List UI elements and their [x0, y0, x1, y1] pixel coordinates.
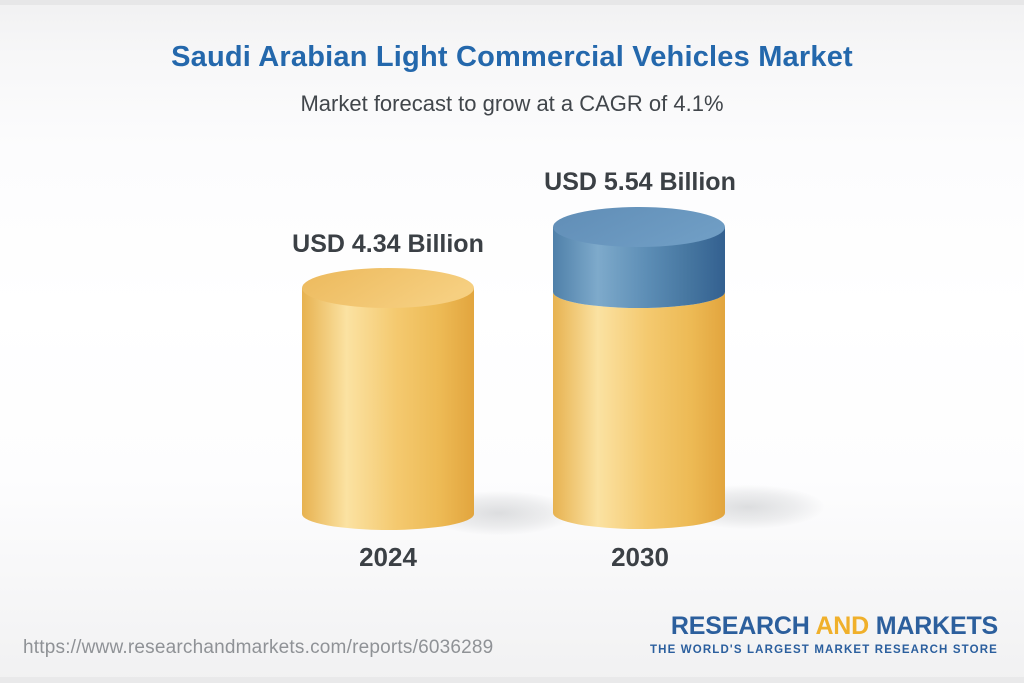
logo-word-research: RESEARCH [670, 612, 810, 640]
logo-word-and: AND [815, 612, 870, 640]
cylinder-body-yellow-segment [553, 292, 725, 529]
value-label-2030: USD 5.54 Billion [544, 168, 736, 196]
axis-label-2030: 2030 [611, 542, 669, 572]
chart-title: Saudi Arabian Light Commercial Vehicles … [171, 41, 853, 73]
logo-tagline: THE WORLD'S LARGEST MARKET RESEARCH STOR… [649, 644, 998, 656]
logo-wordmark: RESEARCH AND MARKETS [650, 612, 998, 641]
chart-subtitle: Market forecast to grow at a CAGR of 4.1… [300, 91, 724, 116]
logo-word-markets: MARKETS [875, 612, 998, 640]
cylinder-body-yellow [302, 288, 474, 530]
axis-label-2024: 2024 [359, 542, 417, 572]
top-edge-strip [0, 0, 1024, 5]
bar-2030-cylinder [553, 207, 725, 529]
cylinder-body-blue-segment [553, 227, 725, 308]
cylinder-top-yellow [302, 268, 474, 308]
research-and-markets-logo: RESEARCH AND MARKETS THE WORLD'S LARGEST… [650, 612, 998, 656]
cylinder-top-blue [553, 207, 725, 247]
report-url: https://www.researchandmarkets.com/repor… [23, 637, 494, 658]
value-label-2024: USD 4.34 Billion [292, 230, 484, 258]
bar-2024-cylinder [302, 268, 474, 530]
bottom-edge-strip [0, 677, 1024, 683]
